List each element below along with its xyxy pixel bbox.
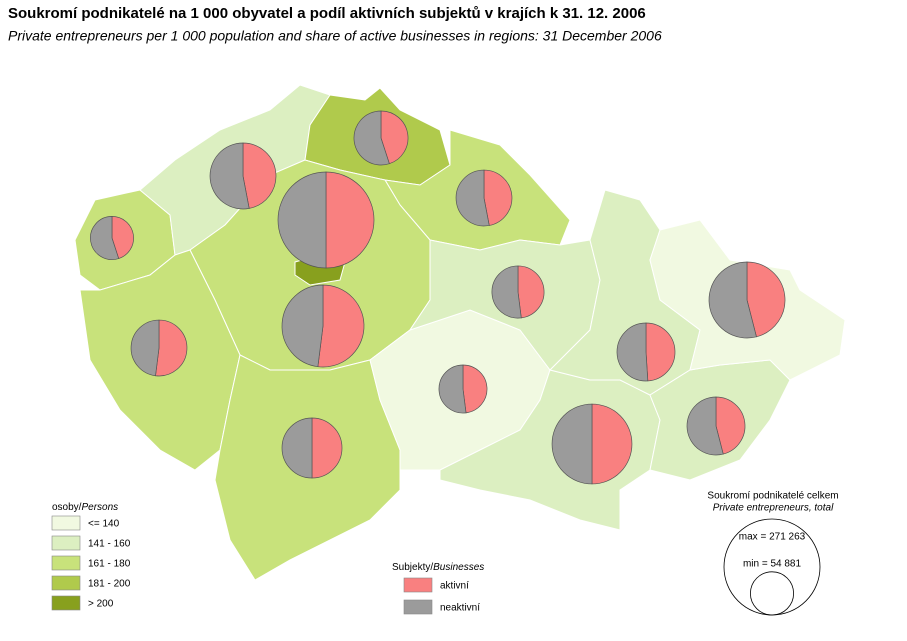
pies — [90, 110, 786, 485]
legend-title-cz: osoby/ — [52, 502, 82, 513]
pie-inactive — [281, 284, 324, 368]
legend-label: neaktivní — [440, 603, 480, 614]
legend-swatch — [51, 515, 81, 531]
pie-active — [517, 265, 545, 319]
subtitle: Private entrepreneurs per 1 000 populati… — [8, 28, 662, 44]
pie-active — [483, 169, 513, 226]
pie-inactive — [130, 319, 160, 377]
pie-inactive — [686, 396, 724, 456]
legend-swatch — [403, 599, 433, 615]
pie-active — [645, 322, 676, 382]
legend-label: > 200 — [88, 599, 114, 610]
pie-active — [591, 403, 633, 485]
legend-label: 181 - 200 — [88, 579, 131, 590]
persons-legend-title: osoby/Persons — [52, 502, 118, 513]
pie-active — [311, 417, 343, 479]
pie-inactive — [90, 216, 120, 260]
size-legend-title-en: Private entrepreneurs, total — [713, 503, 834, 514]
pie-inactive — [281, 417, 313, 479]
businesses-legend-title: Subjekty/Businesses — [392, 562, 484, 573]
size-legend-title: Soukromí podnikatelé celkem — [707, 491, 838, 502]
legend-title-en: Businesses — [433, 562, 484, 573]
size-legend-circle — [750, 571, 794, 616]
pie-inactive — [438, 364, 467, 414]
legend-swatch — [51, 555, 81, 571]
legend-label: <= 140 — [88, 519, 120, 530]
pie-active — [155, 319, 188, 377]
size-legend-max: max = 271 263 — [739, 532, 806, 543]
pie-active — [462, 364, 488, 414]
pie-active — [380, 110, 409, 165]
title: Soukromí podnikatelé na 1 000 obyvatel a… — [8, 5, 646, 22]
legend-title-cz: Subjekty/ — [392, 562, 433, 573]
pie-inactive — [551, 403, 593, 485]
pie-active — [317, 284, 365, 368]
pie-inactive — [708, 261, 757, 339]
pie-active — [325, 171, 375, 269]
legend-title-en: Persons — [81, 502, 118, 513]
legend-label: 161 - 180 — [88, 559, 131, 570]
legend-swatch — [403, 577, 433, 593]
legend-label: 141 - 160 — [88, 539, 131, 550]
pie-inactive — [491, 265, 522, 319]
legend-swatch — [51, 535, 81, 551]
pie-inactive — [455, 169, 490, 227]
pie-inactive — [616, 322, 649, 382]
legend-swatch — [51, 575, 81, 591]
pie-active — [242, 142, 277, 209]
size-legend-min: min = 54 881 — [743, 558, 802, 569]
pie-active — [111, 216, 134, 259]
legend-label: aktivní — [440, 581, 469, 592]
pie-inactive — [209, 142, 250, 210]
pie-active — [715, 396, 746, 455]
legend-swatch — [51, 595, 81, 611]
pie-inactive — [277, 171, 327, 269]
pie-inactive — [353, 110, 390, 166]
pie-active — [746, 261, 786, 338]
